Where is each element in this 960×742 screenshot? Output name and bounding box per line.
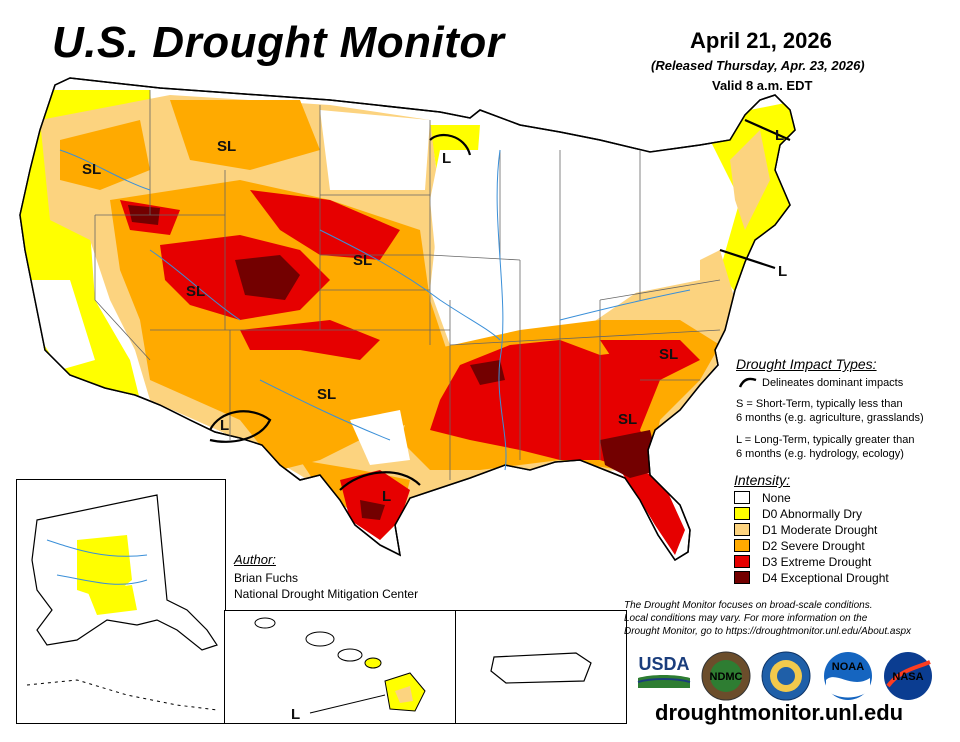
note-line3: Drought Monitor, go to https://droughtmo… [624, 626, 912, 637]
noaa-logo-text: NOAA [832, 661, 864, 673]
d2-northwest [60, 120, 150, 190]
usda-logo: USDA [636, 650, 692, 692]
ndmc-logo: NDMC [701, 651, 751, 701]
nasa-logo: NASA [884, 652, 932, 700]
alaska-d0 [77, 535, 132, 600]
impact-lines [209, 118, 791, 491]
impact-delineates-text: Delineates dominant impacts [762, 377, 904, 389]
label-sl-carolinas: SL [659, 346, 678, 363]
short-term-line1: S = Short-Term, typically less than [736, 398, 903, 410]
d4-georgia-florida [600, 430, 660, 478]
noaa-logo: NOAA [824, 652, 872, 700]
impact-types-title: Drought Impact Types: [736, 356, 877, 372]
legend-none-label: None [762, 490, 791, 505]
rivers [59, 149, 691, 471]
label-l-maine: L [775, 127, 784, 144]
long-term-line2: 6 months (e.g. hydrology, ecology) [736, 448, 904, 460]
author-org: National Drought Mitigation Center [234, 587, 419, 601]
author-label: Author: [234, 552, 276, 567]
note-line2: Local conditions may vary. For more info… [624, 613, 868, 624]
long-term-line1: L = Long-Term, typically greater than [736, 434, 915, 446]
commerce-seal [761, 651, 811, 701]
legend-d4: D4 Exceptional Drought [734, 570, 889, 585]
none-west-texas [350, 410, 410, 465]
label-sl-texas: SL [317, 386, 336, 403]
legend-d0-label: D0 Abnormally Dry [762, 506, 863, 521]
intensity-title: Intensity: [734, 472, 791, 488]
d4-wyoming-colorado [235, 255, 300, 300]
legend-d2: D2 Severe Drought [734, 538, 865, 553]
legend-d3: D3 Extreme Drought [734, 554, 871, 569]
legend-d2-label: D2 Severe Drought [762, 538, 865, 553]
map-title: U.S. Drought Monitor [52, 18, 505, 67]
swatch-d1 [734, 523, 750, 536]
short-term-line2: 6 months (e.g. agriculture, grasslands) [736, 412, 924, 424]
d1-northeast [730, 130, 770, 230]
ndmc-logo-text: NDMC [710, 671, 743, 683]
label-l-minnesota: L [442, 150, 451, 167]
hawaii-inset: L [224, 610, 457, 724]
legend-d3-label: D3 Extreme Drought [762, 554, 872, 569]
legend-d1: D1 Moderate Drought [734, 522, 877, 537]
usda-logo-text: USDA [638, 654, 689, 674]
label-sl-utah: SL [186, 283, 205, 300]
release-date: (Released Thursday, Apr. 23, 2026) [651, 58, 865, 73]
website-link[interactable]: droughtmonitor.unl.edu [655, 700, 904, 725]
legend-d0: D0 Abnormally Dry [734, 506, 862, 521]
map-date: April 21, 2026 [690, 28, 832, 53]
label-l-northeast: L [778, 263, 787, 280]
d3-florida [620, 470, 685, 555]
swatch-none [734, 491, 750, 504]
legend-d4-label: D4 Exceptional Drought [762, 570, 889, 585]
author-name: Brian Fuchs [234, 571, 299, 585]
swatch-d0 [734, 507, 750, 520]
d3-carolinas [600, 340, 700, 380]
label-sl-georgia: SL [618, 411, 637, 428]
label-sl-montana: SL [217, 138, 236, 155]
d4-arkansas [470, 360, 505, 385]
label-l-hawaii: L [291, 706, 300, 723]
swatch-d2 [734, 539, 750, 552]
alaska-inset [16, 479, 226, 724]
label-sl-oregon: SL [82, 161, 101, 178]
legend-none: None [734, 490, 791, 505]
label-sl-nebraska: SL [353, 252, 372, 269]
d4-south-texas [360, 500, 385, 520]
impact-line-icon [738, 377, 757, 388]
state-borders [94, 90, 721, 480]
note-line1: The Drought Monitor focuses on broad-sca… [624, 600, 873, 611]
disclaimer-note: The Drought Monitor focuses on broad-sca… [624, 599, 954, 638]
nasa-logo-text: NASA [892, 671, 923, 683]
legend-d1-label: D1 Moderate Drought [762, 522, 878, 537]
swatch-d4 [734, 571, 750, 584]
alaska-d0-south [87, 585, 137, 615]
label-l-texas: L [382, 488, 391, 505]
valid-time: Valid 8 a.m. EDT [712, 78, 813, 93]
none-dakotas [320, 110, 430, 190]
d3-wyoming [250, 190, 400, 260]
puerto-rico-shape [490, 652, 592, 684]
puerto-rico-inset [455, 610, 627, 724]
d2-northern-rockies [170, 100, 320, 170]
label-l-new-mexico: L [220, 417, 229, 434]
swatch-d3 [734, 555, 750, 568]
none-california [30, 280, 95, 370]
